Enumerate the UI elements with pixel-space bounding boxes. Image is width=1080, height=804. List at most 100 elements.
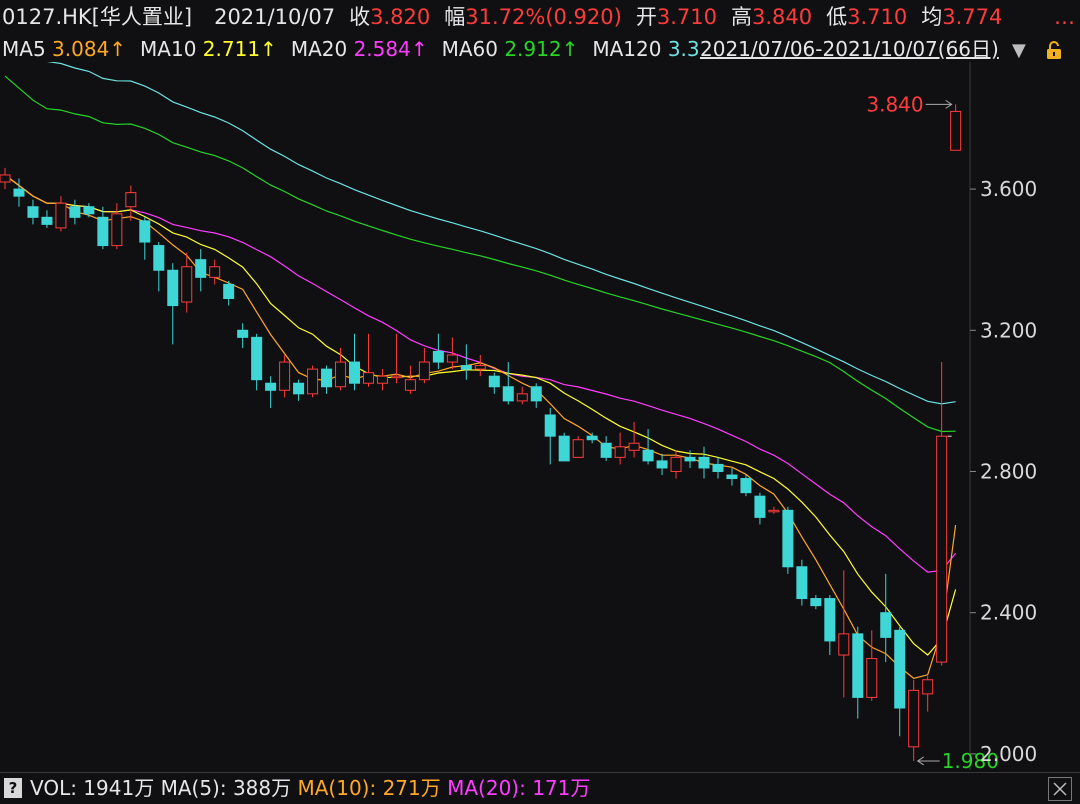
candle-body xyxy=(83,206,95,215)
ticker-name[interactable]: 0127.HK[华人置业] xyxy=(2,5,193,29)
candle-body xyxy=(0,174,11,183)
ma20-value: 2.584↑ xyxy=(353,37,428,61)
candle-body xyxy=(376,375,388,384)
avg-value: 3.774 xyxy=(942,5,1003,29)
y-tick-label-2: 2.800 xyxy=(980,459,1037,483)
ma20-label: MA20 xyxy=(290,37,348,61)
candle-body xyxy=(656,460,668,469)
high-value: 3.840 xyxy=(751,5,813,29)
candle-body xyxy=(670,456,682,472)
candle-body xyxy=(55,202,67,229)
ma60-label: MA60 xyxy=(441,37,498,61)
candle-body xyxy=(796,566,808,600)
y-tick-label-4: 2.000 xyxy=(980,742,1037,766)
candle-body xyxy=(530,386,542,402)
more-button[interactable]: … xyxy=(1054,5,1075,29)
candle-body xyxy=(474,365,486,370)
candle-body xyxy=(572,439,584,458)
vol-value: VOL: 1941万 xyxy=(30,776,155,800)
ma10-line xyxy=(4,174,957,656)
candle-body xyxy=(279,361,291,391)
close-label: 收 xyxy=(349,5,371,29)
ma60-value: 2.912↑ xyxy=(504,37,579,61)
open-value: 3.710 xyxy=(656,5,717,29)
candle-body xyxy=(782,509,794,568)
candle-body xyxy=(894,629,906,709)
candle-body xyxy=(223,283,235,300)
ma60-line xyxy=(4,75,956,433)
y-tick-label-3: 2.400 xyxy=(980,601,1037,625)
candle-body xyxy=(740,478,752,494)
vol-ma10: MA(10): 271万 xyxy=(297,776,441,800)
candle-body xyxy=(600,442,612,458)
candlestick-chart[interactable]: 3.840 1.980 3.600 3.200 2.800 2.400 2.000 xyxy=(0,62,1080,770)
candle-body xyxy=(139,220,151,243)
candle-body xyxy=(251,336,263,381)
volume-summary: VOL: 1941万 MA(5): 388万 MA(10): 271万 MA(2… xyxy=(30,773,590,804)
vol-ma20: MA(20): 171万 xyxy=(447,776,591,800)
candle-body xyxy=(712,463,724,472)
candle-body xyxy=(209,266,221,278)
quote-header: 0127.HK[华人置业] 2021/10/07 收3.820 幅31.72%(0.9… xyxy=(2,3,1002,31)
candle-body xyxy=(684,456,696,462)
candles xyxy=(0,104,962,761)
candle-body xyxy=(824,598,836,642)
low-label: 低 xyxy=(826,5,848,29)
dropdown-triangle-icon[interactable]: ▼ xyxy=(1012,40,1026,61)
help-icon[interactable]: ? xyxy=(4,778,22,798)
candle-body xyxy=(13,188,25,197)
candle-body xyxy=(27,206,39,218)
ma120-line xyxy=(46,62,956,405)
candle-body xyxy=(460,365,472,370)
candle-body xyxy=(936,435,948,663)
candle-body xyxy=(950,110,962,151)
candle-body xyxy=(321,368,333,388)
candle-body xyxy=(195,259,207,278)
lock-icon[interactable] xyxy=(1044,40,1064,60)
candle-body xyxy=(628,442,640,451)
candle-body xyxy=(335,361,347,388)
candle-body xyxy=(852,633,864,698)
y-tick-label-0: 3.600 xyxy=(980,177,1037,201)
candle-body xyxy=(41,216,53,225)
candle-body xyxy=(488,375,500,388)
candle-body xyxy=(404,379,416,391)
volume-bar: ? VOL: 1941万 MA(5): 388万 MA(10): 271万 MA… xyxy=(0,772,1080,804)
max-arrow-head xyxy=(945,99,953,109)
candle-body xyxy=(502,386,514,402)
vol-ma5: MA(5): 388万 xyxy=(160,776,292,800)
candle-body xyxy=(153,245,165,271)
change-value: 31.72%(0.920) xyxy=(465,5,622,29)
candle-body xyxy=(390,375,402,379)
avg-label: 均 xyxy=(921,5,943,29)
ma10-label: MA10 xyxy=(140,37,197,61)
candle-body xyxy=(810,598,822,607)
date-range-selector[interactable]: 2021/07/06-2021/10/07(66日) xyxy=(700,36,999,62)
candle-body xyxy=(866,658,878,698)
candle-body xyxy=(768,509,780,513)
candle-body xyxy=(349,361,360,384)
candle-body xyxy=(69,206,81,218)
max-price-label: 3.840 xyxy=(866,92,923,116)
min-arrow-head xyxy=(916,756,924,766)
candle-body xyxy=(754,495,766,518)
candle-body xyxy=(307,368,319,395)
candle-body xyxy=(558,435,570,462)
high-label: 高 xyxy=(730,5,752,29)
candle-body xyxy=(167,269,179,307)
candle-body xyxy=(642,449,654,462)
candle-body xyxy=(265,382,277,391)
ma5-label: MA5 xyxy=(2,37,46,61)
candle-body xyxy=(614,446,626,458)
candle-body xyxy=(97,216,109,247)
open-label: 开 xyxy=(635,5,657,29)
candle-body xyxy=(698,456,710,469)
close-icon[interactable] xyxy=(1048,777,1072,801)
candle-body xyxy=(446,354,458,363)
candle-body xyxy=(181,266,193,303)
candle-body xyxy=(726,474,738,480)
ma120-label: MA120 xyxy=(592,37,662,61)
ma10-value: 2.711↑ xyxy=(202,37,277,61)
candle-body xyxy=(237,329,249,338)
candle-body xyxy=(418,361,430,381)
